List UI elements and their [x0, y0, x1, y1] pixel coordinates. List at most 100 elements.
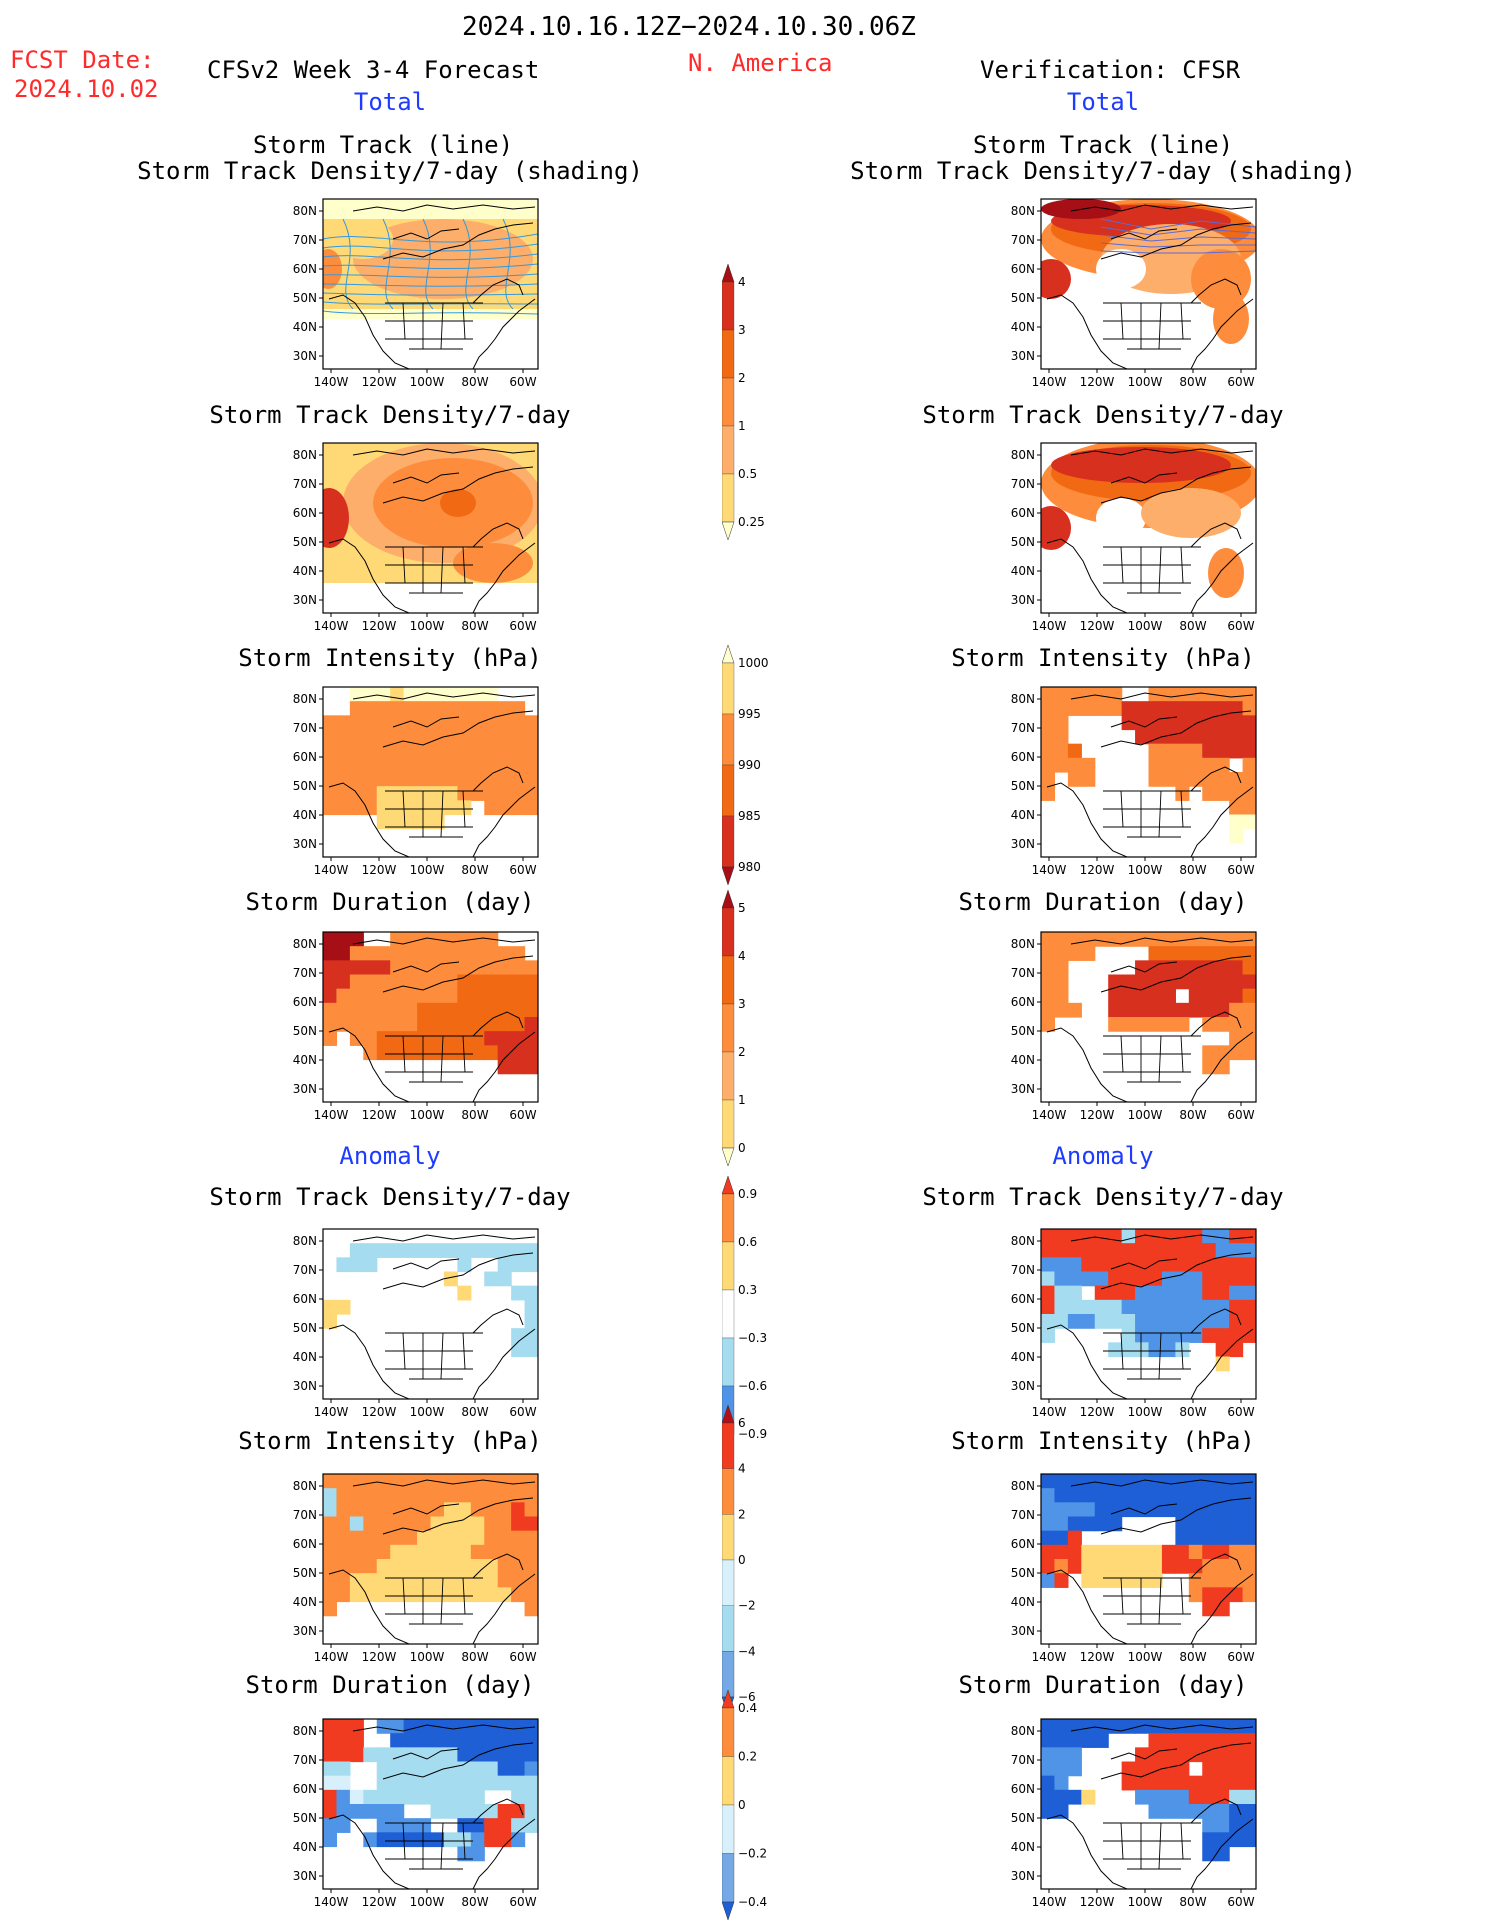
colorbar-tick-label: 0.6: [738, 1235, 757, 1249]
region-label: N. America: [688, 49, 833, 77]
lon-tick-label: 120W: [362, 1895, 397, 1909]
lon-tick-label: 120W: [1080, 1650, 1115, 1664]
lon-tick-label: 60W: [1227, 1405, 1254, 1419]
lon-tick-label: 80W: [461, 863, 488, 877]
lat-tick-label: 60N: [293, 262, 317, 276]
lon-tick-label: 140W: [314, 619, 349, 633]
right-anom-duration-title: Storm Duration (day): [958, 1671, 1248, 1699]
colorbar-tick-label: 0.2: [738, 1750, 757, 1764]
colorbar-tick-label: −2: [738, 1599, 756, 1613]
lat-tick-label: 80N: [293, 937, 317, 951]
lon-tick-label: 60W: [509, 1895, 536, 1909]
lon-tick-label: 60W: [1227, 1650, 1254, 1664]
lat-tick-label: 80N: [293, 692, 317, 706]
right-total-label: Total: [1066, 88, 1140, 116]
lon-tick-label: 120W: [1080, 619, 1115, 633]
lat-tick-label: 70N: [1011, 233, 1035, 247]
map-right-duration: 80N 70N 60N 50N 40N 30N 140W 120W 100W 80W 60W: [1001, 928, 1286, 1138]
lon-tick-label: 60W: [1227, 619, 1254, 633]
colorbar-tick-label: 4: [738, 949, 746, 963]
lat-tick-label: 50N: [293, 1811, 317, 1825]
lon-tick-label: 140W: [1032, 1650, 1067, 1664]
lat-tick-label: 40N: [293, 320, 317, 334]
lon-tick-label: 100W: [410, 375, 445, 389]
lon-tick-label: 100W: [1128, 1895, 1163, 1909]
lon-tick-label: 140W: [314, 1650, 349, 1664]
colorbar-tick-label: −0.2: [738, 1847, 767, 1861]
period-title: 2024.10.16.12Z−2024.10.30.06Z: [462, 12, 916, 42]
lat-tick-label: 80N: [1011, 1234, 1035, 1248]
colorbar-tick-label: 0: [738, 1798, 746, 1812]
colorbar-tick-label: 6: [738, 1416, 746, 1430]
left-total-label: Total: [353, 88, 427, 116]
lat-tick-label: 80N: [1011, 1724, 1035, 1738]
lat-tick-label: 60N: [293, 506, 317, 520]
lat-tick-label: 50N: [293, 535, 317, 549]
lat-tick-label: 60N: [293, 1292, 317, 1306]
colorbar-tick-label: 4: [738, 1462, 746, 1476]
lon-tick-label: 80W: [1179, 619, 1206, 633]
lat-tick-label: 60N: [1011, 506, 1035, 520]
lon-tick-label: 60W: [509, 375, 536, 389]
lon-tick-label: 120W: [362, 1650, 397, 1664]
colorbar-tick-label: −0.3: [738, 1331, 767, 1345]
lat-tick-label: 30N: [293, 837, 317, 851]
right-duration-title: Storm Duration (day): [958, 888, 1248, 916]
colorbar-tick-label: 0: [738, 1553, 746, 1567]
lat-tick-label: 40N: [1011, 1595, 1035, 1609]
lon-tick-label: 140W: [1032, 1405, 1067, 1419]
map-left-storm-track: 80N 70N 60N 50N 40N 30N 140W 120W 100W 80W 60W: [283, 195, 568, 405]
colorbar-tick-label: 0.4: [738, 1701, 757, 1715]
colorbar-intensity-anomaly: 6 4 2 0 −2 −4 −6: [721, 1404, 792, 1723]
lat-tick-label: 40N: [1011, 1053, 1035, 1067]
lon-tick-label: 60W: [509, 1405, 536, 1419]
lat-tick-label: 80N: [293, 448, 317, 462]
lon-tick-label: 120W: [362, 1108, 397, 1122]
lat-tick-label: 50N: [1011, 1321, 1035, 1335]
colorbar-tick-label: 985: [738, 809, 761, 823]
map-left-duration: 80N 70N 60N 50N 40N 30N 140W 120W 100W 80W 60W: [283, 928, 568, 1138]
right-anom-density-title: Storm Track Density/7-day: [922, 1183, 1284, 1211]
lat-tick-label: 30N: [293, 1869, 317, 1883]
lon-tick-label: 120W: [1080, 1895, 1115, 1909]
lon-tick-label: 140W: [314, 1405, 349, 1419]
lat-tick-label: 40N: [1011, 320, 1035, 334]
left-intensity-title: Storm Intensity (hPa): [238, 644, 542, 672]
lat-tick-label: 40N: [293, 1595, 317, 1609]
colorbar-tick-label: 0.3: [738, 1283, 757, 1297]
fcst-date: 2024.10.02: [14, 75, 159, 103]
lat-tick-label: 70N: [1011, 1753, 1035, 1767]
lat-tick-label: 60N: [1011, 262, 1035, 276]
lat-tick-label: 70N: [293, 1508, 317, 1522]
map-left-density: 80N 70N 60N 50N 40N 30N 140W 120W 100W 80W 60W: [283, 439, 568, 649]
lon-tick-label: 120W: [1080, 1108, 1115, 1122]
map-right-storm-track: 80N 70N 60N 50N 40N 30N 140W 120W 100W 80W 60W: [1001, 195, 1286, 405]
lon-tick-label: 140W: [314, 1895, 349, 1909]
lat-tick-label: 30N: [1011, 1082, 1035, 1096]
lon-tick-label: 80W: [461, 375, 488, 389]
lat-tick-label: 30N: [293, 593, 317, 607]
colorbar-tick-label: 995: [738, 707, 761, 721]
lat-tick-label: 30N: [293, 1624, 317, 1638]
right-anomaly-label: Anomaly: [1052, 1142, 1154, 1170]
lat-tick-label: 60N: [293, 995, 317, 1009]
map-right-anom-duration: 80N 70N 60N 50N 40N 30N 140W 120W 100W 80W 60W: [1001, 1715, 1286, 1925]
right-st-shading-title: Storm Track Density/7-day (shading): [850, 157, 1356, 185]
lon-tick-label: 60W: [1227, 1108, 1254, 1122]
lat-tick-label: 30N: [1011, 1379, 1035, 1393]
lon-tick-label: 120W: [1080, 1405, 1115, 1419]
lat-tick-label: 50N: [1011, 1811, 1035, 1825]
left-anom-density-title: Storm Track Density/7-day: [209, 1183, 571, 1211]
lon-tick-label: 80W: [1179, 1895, 1206, 1909]
lat-tick-label: 30N: [293, 349, 317, 363]
map-left-anom-density: 80N 70N 60N 50N 40N 30N 140W 120W 100W 80W 60W: [283, 1225, 568, 1435]
colorbar-tick-label: −4: [738, 1644, 756, 1658]
colorbar-duration-anomaly: 0.4 0.2 0 −0.2 −0.4: [721, 1689, 792, 1928]
colorbar-tick-label: 2: [738, 1507, 746, 1521]
lat-tick-label: 60N: [1011, 995, 1035, 1009]
lon-tick-label: 80W: [1179, 1108, 1206, 1122]
lon-tick-label: 100W: [1128, 1650, 1163, 1664]
left-duration-title: Storm Duration (day): [245, 888, 535, 916]
lon-tick-label: 140W: [1032, 1108, 1067, 1122]
lat-tick-label: 60N: [1011, 1782, 1035, 1796]
